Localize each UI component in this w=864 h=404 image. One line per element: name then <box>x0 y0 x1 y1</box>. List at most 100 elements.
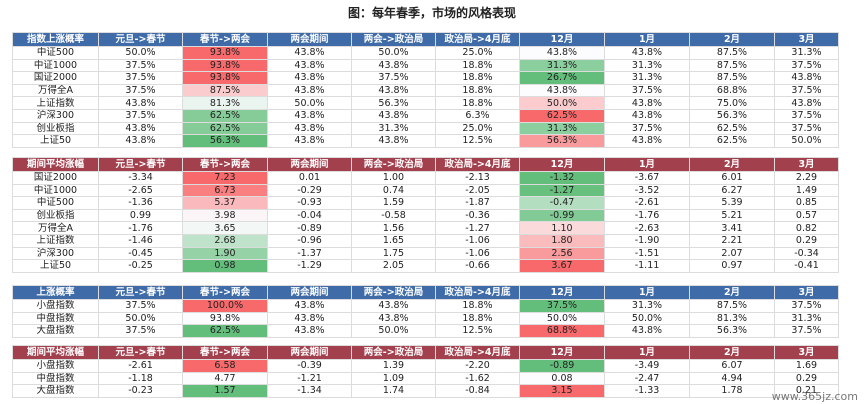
cell: 1.59 <box>351 196 436 210</box>
header-cell: 2月 <box>689 285 775 300</box>
cell: 43.8% <box>267 108 352 123</box>
data-row: 大盘指数 37.5% 62.5% 43.8% 50.0% 12.5% 68.8% 43.8% 5… <box>12 324 839 338</box>
cell: 37.5% <box>98 83 183 98</box>
cell: 1.75 <box>351 246 436 261</box>
cell: 43.8% <box>267 71 352 85</box>
cell: 6.01 <box>689 171 775 185</box>
header-cell: 春节->两会 <box>182 157 268 172</box>
cell: 50.0% <box>519 311 605 326</box>
cell: -0.89 <box>267 221 352 235</box>
data-table: 指数上涨概率 元旦->春节 春节->两会 两会期间 两会->政治局 政治局->4月底 12月… <box>12 32 839 148</box>
cell: 56.3% <box>689 324 775 338</box>
header-cell: 1月 <box>604 32 690 47</box>
row-label: 上证50 <box>12 134 99 148</box>
cell: 1.69 <box>774 359 839 373</box>
cell: -1.90 <box>604 233 690 248</box>
cell: 2.68 <box>182 233 268 248</box>
cell: 6.07 <box>689 359 775 373</box>
header-cell: 春节->两会 <box>182 345 268 360</box>
data-row: 上证指数 43.8% 81.3% 50.0% 56.3% 18.8% 50.0% 43.8% 7… <box>12 96 839 110</box>
row-label: 国证2000 <box>12 171 99 185</box>
cell: -1.76 <box>604 208 690 223</box>
header-row: 上涨概率 元旦->春节 春节->两会 两会期间 两会->政治局 政治局->4月底 12月 1月… <box>12 285 839 300</box>
cell: 1.90 <box>182 246 268 261</box>
cell: -2.20 <box>435 359 520 373</box>
header-cell: 政治局->4月底 <box>435 345 520 360</box>
cell: 1.00 <box>351 171 436 185</box>
cell: 18.8% <box>435 299 520 313</box>
cell: 3.65 <box>182 221 268 235</box>
cell: -0.45 <box>98 246 183 261</box>
row-label: 中证500 <box>12 196 99 210</box>
cell: 31.3% <box>604 71 690 85</box>
header-cell: 2月 <box>689 157 775 172</box>
cell: 0.98 <box>182 259 268 273</box>
cell: 56.3% <box>351 96 436 110</box>
cell: 18.8% <box>435 311 520 326</box>
cell: 31.3% <box>519 58 605 73</box>
cell: -0.96 <box>267 233 352 248</box>
cell: 37.5% <box>774 324 839 338</box>
row-label: 大盘指数 <box>12 324 99 338</box>
row-label: 中证500 <box>12 46 99 60</box>
cell: -1.76 <box>98 221 183 235</box>
cell: 68.8% <box>689 83 775 98</box>
cell: 3.67 <box>519 259 605 273</box>
row-label: 上证指数 <box>12 233 99 248</box>
header-cell: 政治局->4月底 <box>435 285 520 300</box>
cell: -1.37 <box>267 246 352 261</box>
cell: 56.3% <box>689 108 775 123</box>
cell: -2.61 <box>98 359 183 373</box>
header-cell: 元旦->春节 <box>98 345 183 360</box>
cell: -0.25 <box>98 259 183 273</box>
cell: 62.5% <box>182 108 268 123</box>
cell: 37.5% <box>98 71 183 85</box>
row-label: 沪深300 <box>12 246 99 261</box>
cell: 43.8% <box>604 134 690 148</box>
cell: 50.0% <box>351 46 436 60</box>
cell: 43.8% <box>351 108 436 123</box>
data-row: 中证1000 -2.65 6.73 -0.29 0.74 -2.05 -1.27 -3.52 6… <box>12 183 839 198</box>
header-cell: 上涨概率 <box>12 285 99 300</box>
cell: -0.99 <box>519 208 605 223</box>
cell: 81.3% <box>182 96 268 110</box>
cell: 37.5% <box>774 121 839 136</box>
cell: 1.80 <box>519 233 605 248</box>
cell: 3.15 <box>519 384 605 398</box>
cell: -2.65 <box>98 183 183 198</box>
header-cell: 春节->两会 <box>182 285 268 300</box>
cell: -0.58 <box>351 208 436 223</box>
cell: -0.93 <box>267 196 352 210</box>
title: 图：每年春季，市场的风格表现 <box>347 6 516 20</box>
cell: -1.18 <box>98 371 183 386</box>
cell: 50.0% <box>267 96 352 110</box>
header-cell: 2月 <box>689 345 775 360</box>
row-label: 中盘指数 <box>12 371 99 386</box>
cell: -3.52 <box>604 183 690 198</box>
cell: 0.08 <box>519 371 605 386</box>
header-cell: 12月 <box>519 32 605 47</box>
cell: -1.27 <box>435 221 520 235</box>
cell: 87.5% <box>689 71 775 85</box>
header-cell: 两会->政治局 <box>351 345 436 360</box>
cell: 75.0% <box>689 96 775 110</box>
cell: -2.05 <box>435 183 520 198</box>
cell: 56.3% <box>519 134 605 148</box>
cell: 50.0% <box>98 311 183 326</box>
row-label: 中盘指数 <box>12 311 99 326</box>
data-table: 期间平均涨幅 元旦->春节 春节->两会 两会期间 两会->政治局 政治局->4月底 12月… <box>12 157 839 273</box>
cell: 2.07 <box>689 246 775 261</box>
header-cell: 1月 <box>604 157 690 172</box>
header-cell: 1月 <box>604 285 690 300</box>
cell: 43.8% <box>267 121 352 136</box>
cell: 0.97 <box>689 259 775 273</box>
cell: -1.36 <box>98 196 183 210</box>
cell: 50.0% <box>519 96 605 110</box>
cell: 25.0% <box>435 121 520 136</box>
data-row: 国证2000 -3.34 7.23 0.01 1.00 -2.13 -1.32 -3.67 6.… <box>12 171 839 185</box>
cell: 5.37 <box>182 196 268 210</box>
header-cell: 两会期间 <box>267 285 352 300</box>
cell: -2.47 <box>604 371 690 386</box>
header-cell: 元旦->春节 <box>98 285 183 300</box>
